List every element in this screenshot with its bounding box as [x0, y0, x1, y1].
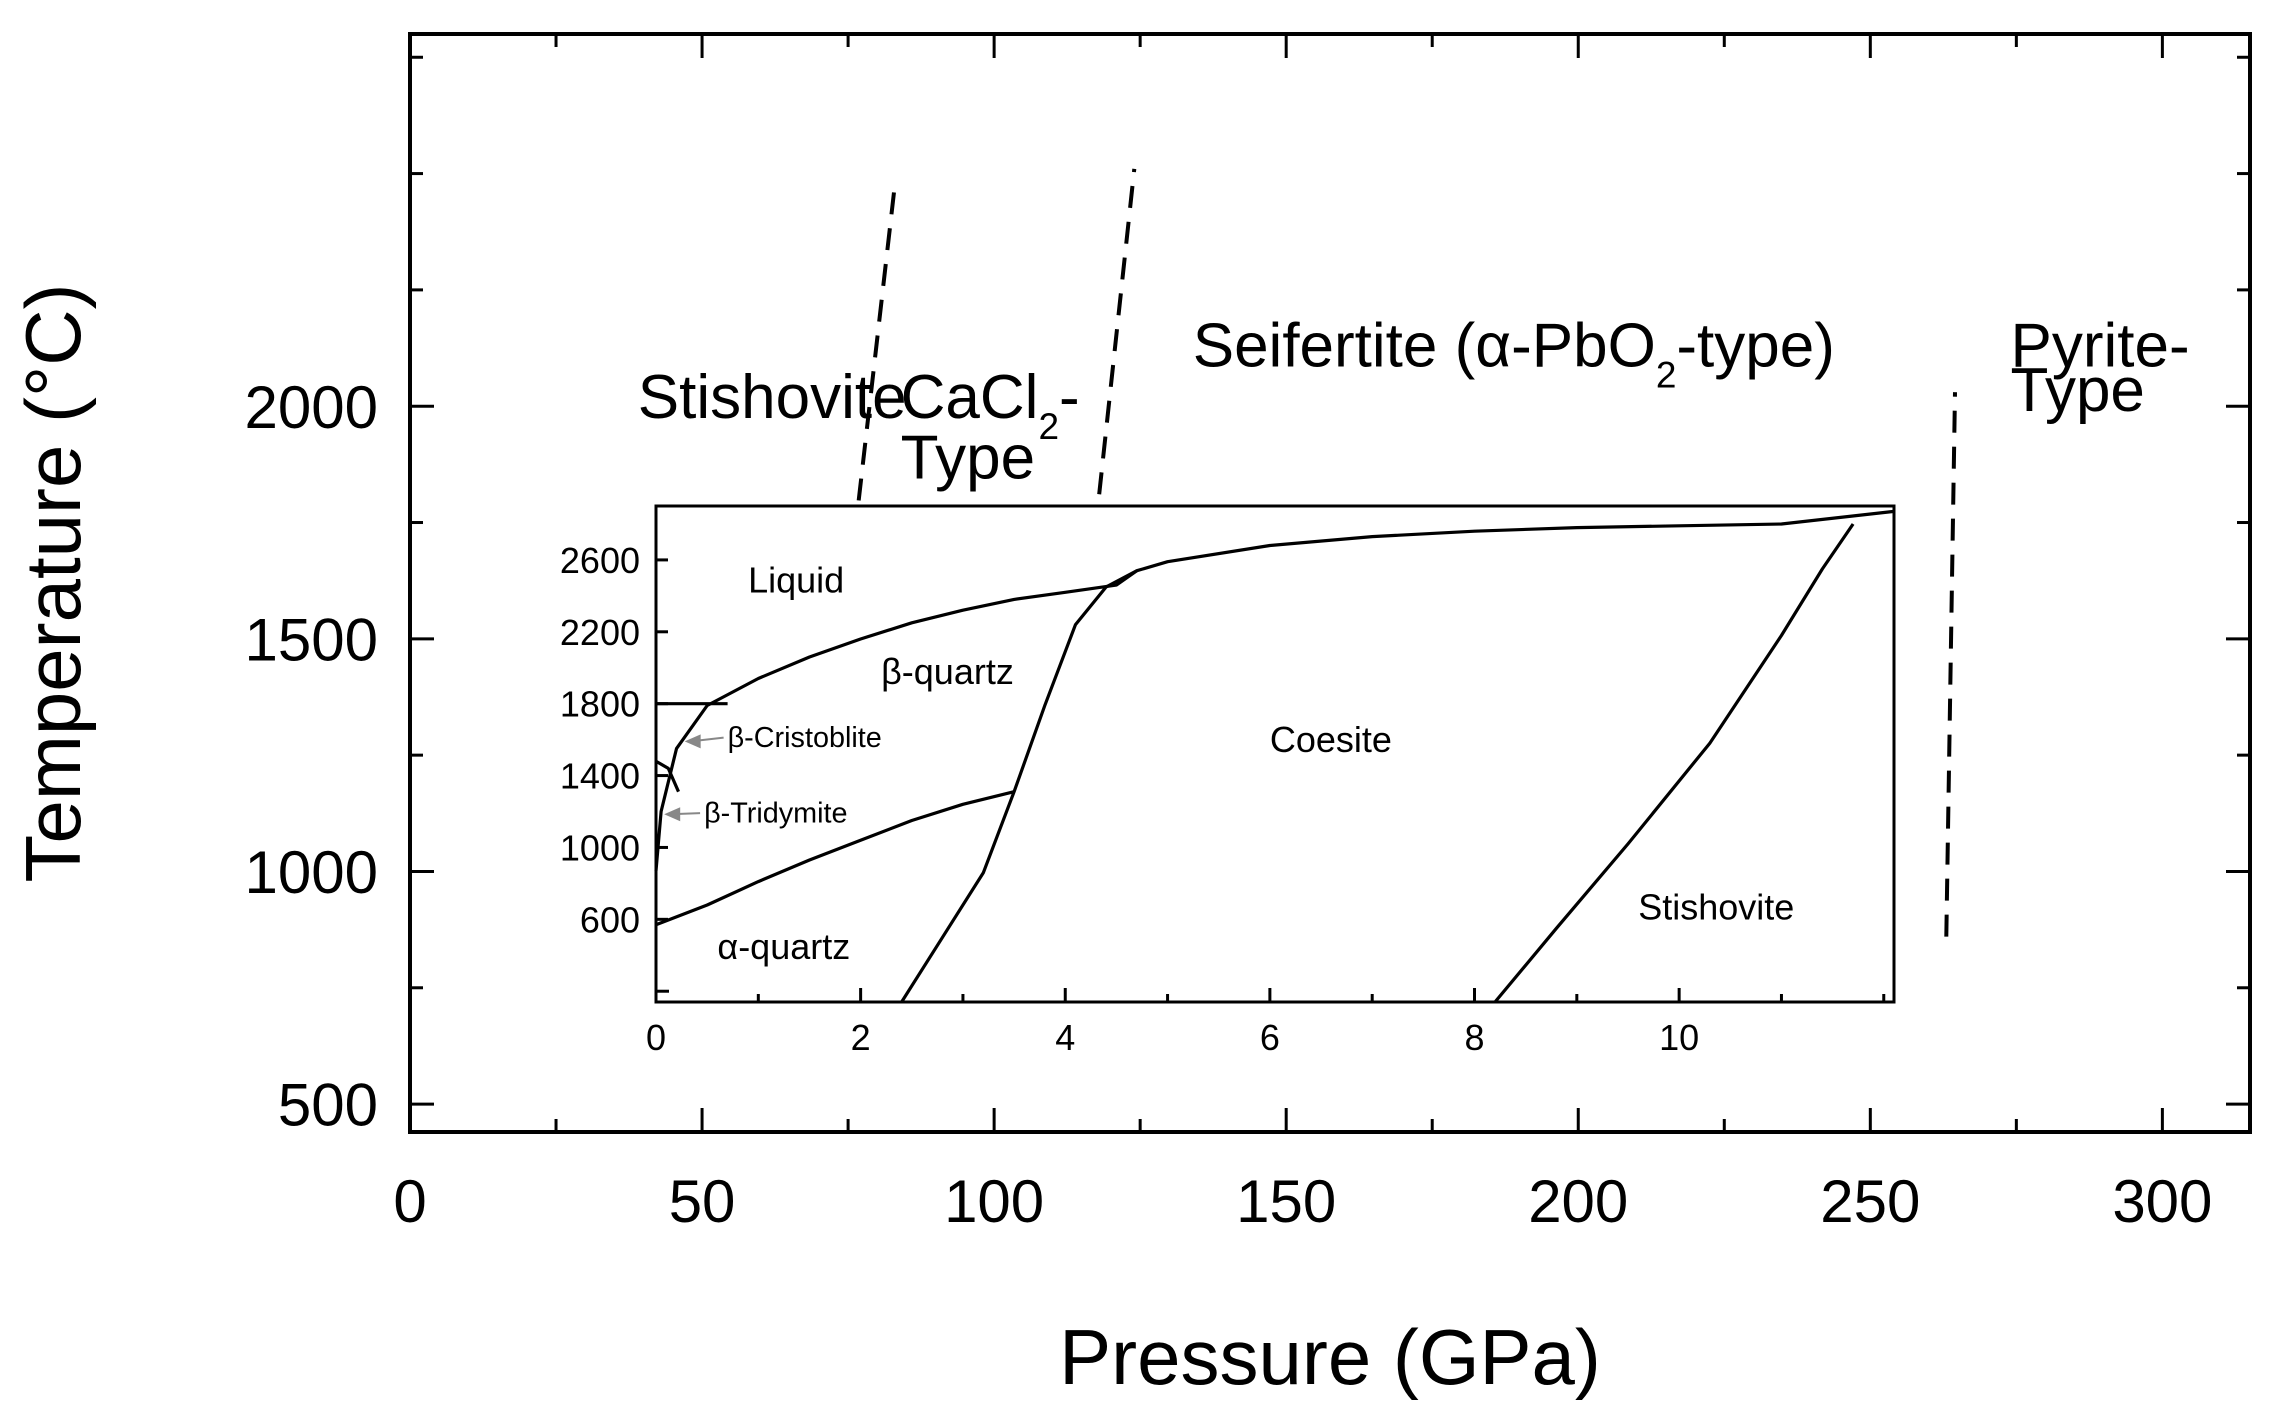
inset-arrowhead-beta_tridymite	[664, 807, 681, 822]
main-xtick-label-50: 50	[669, 1168, 736, 1235]
inset-label-beta_cristoblite: β-Cristoblite	[728, 722, 882, 754]
inset-ytick-label-1000: 1000	[560, 827, 640, 868]
inset-xtick-label-6: 6	[1260, 1017, 1280, 1058]
main-y-axis-label: Temperature (°C)	[9, 283, 97, 882]
main-ytick-label-1500: 1500	[245, 606, 378, 673]
inset-label-alpha_quartz: α-quartz	[717, 926, 850, 967]
inset-ytick-label-1400: 1400	[560, 756, 640, 797]
inset-series-liquid-boundary	[654, 509, 1895, 871]
main-ytick-label-500: 500	[278, 1072, 378, 1139]
inset-xtick-label-4: 4	[1055, 1017, 1075, 1058]
inset-arrowhead-beta_cristoblite	[684, 734, 701, 749]
inset-label-stishovite_inset: Stishovite	[1638, 886, 1794, 927]
inset-ytick-label-1800: 1800	[560, 684, 640, 725]
inset-series-tridymite-boundary	[655, 759, 680, 793]
inset-xtick-label-8: 8	[1464, 1017, 1484, 1058]
inset-series-quartz-coesite-boundary	[900, 569, 1138, 1003]
inset-ytick-label-600: 600	[580, 899, 640, 940]
main-label-seifertite: Seifertite (α-PbO2-type)	[1193, 312, 1835, 396]
main-label-pyrite_line2: Type	[2011, 356, 2145, 425]
main-label-pyrite_line1: Pyrite-	[2011, 312, 2190, 381]
main-xtick-label-0: 0	[393, 1168, 426, 1235]
inset-plot-frame	[654, 504, 1896, 1004]
main-xtick-label-200: 200	[1528, 1168, 1628, 1235]
main-label-cacl2_line2: Type	[901, 423, 1035, 492]
inset-series-quartz-quartz-boundary	[655, 790, 1015, 927]
main-xtick-label-150: 150	[1236, 1168, 1336, 1235]
inset-label-liquid: Liquid	[748, 559, 844, 600]
main-ytick-label-2000: 2000	[245, 374, 378, 441]
inset-xtick-label-0: 0	[646, 1017, 666, 1058]
main-ytick-label-1000: 1000	[245, 839, 378, 906]
main-xtick-label-250: 250	[1820, 1168, 1920, 1235]
inset-xtick-label-10: 10	[1659, 1017, 1699, 1058]
inset-label-coesite: Coesite	[1270, 719, 1392, 760]
inset-ytick-label-2600: 2600	[560, 540, 640, 581]
inset-xtick-label-2: 2	[851, 1017, 871, 1058]
inset-plot: 0 2 4 6 8 10 600 1000 1400 1800 2200 2600 Liquid β-qu…	[560, 504, 1896, 1058]
main-xtick-label-300: 300	[2112, 1168, 2212, 1235]
main-label-cacl2_line1: CaCl2-	[901, 363, 1080, 447]
main-xtick-label-100: 100	[944, 1168, 1044, 1235]
inset-series-coesite-stishovite-boundary	[1493, 523, 1855, 1004]
inset-label-beta_tridymite: β-Tridymite	[704, 797, 847, 829]
main-x-axis-label: Pressure (GPa)	[1059, 1313, 1601, 1401]
main-series-seifertite-pyrite-type-boundary	[1944, 392, 1957, 937]
main-label-stishovite: Stishovite	[638, 363, 907, 432]
inset-label-beta_quartz: β-quartz	[881, 651, 1014, 692]
inset-ytick-label-2200: 2200	[560, 612, 640, 653]
